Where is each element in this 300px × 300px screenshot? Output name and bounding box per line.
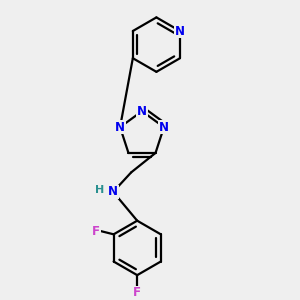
Text: H: H (95, 185, 104, 195)
Text: N: N (175, 25, 185, 38)
Text: F: F (133, 286, 141, 299)
Text: N: N (159, 121, 169, 134)
Text: N: N (115, 121, 125, 134)
Text: F: F (92, 225, 100, 238)
Text: N: N (108, 185, 118, 198)
Text: N: N (137, 105, 147, 118)
